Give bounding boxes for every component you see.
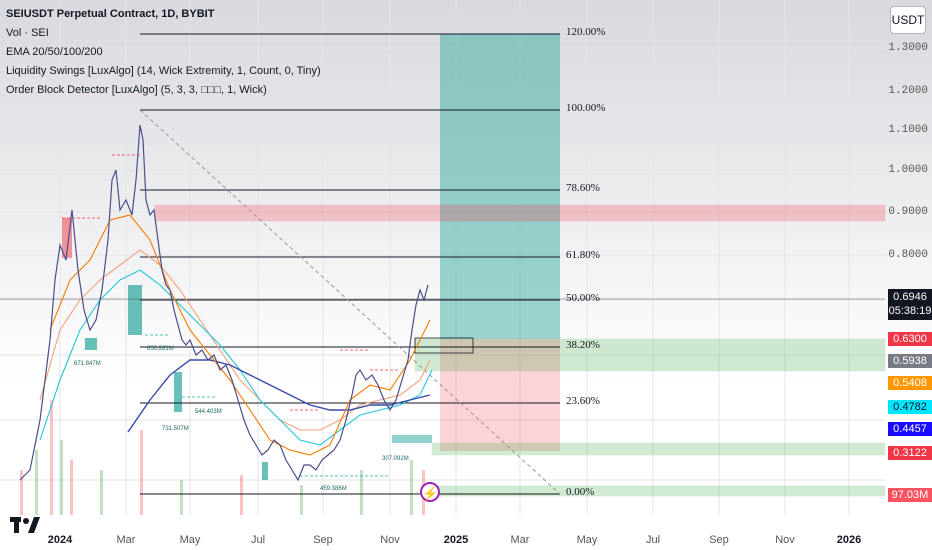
ema100-badge: 0.4457 — [888, 422, 932, 436]
fib-label-100: 100.00% — [566, 102, 606, 114]
indicator-ema[interactable]: EMA 20/50/100/200 — [6, 46, 103, 58]
price-badge-5938: 0.5938 — [888, 354, 932, 368]
ema20-badge: 0.5408 — [888, 376, 932, 390]
stop-zone — [440, 339, 560, 451]
target-zone — [440, 34, 560, 339]
time-tick: Jul — [645, 534, 661, 546]
lightning-alert-icon[interactable]: ⚡ — [420, 482, 440, 502]
price-line — [19, 124, 429, 482]
time-tick: 2025 — [443, 534, 469, 546]
ema200-badge: 0.3122 — [888, 446, 932, 460]
time-tick: Sep — [709, 534, 729, 546]
current-price-badge: 0.6946 05:38:19 — [888, 289, 932, 320]
volume-badge: 97.03M — [888, 488, 932, 502]
time-tick: 2026 — [836, 534, 862, 546]
time-tick: Sep — [313, 534, 333, 546]
current-price-value: 0.6946 — [893, 291, 927, 303]
annotation-1: 671.847M — [74, 361, 101, 367]
annotation-3: 731.507M — [162, 426, 189, 432]
annotation-6: 459.386M — [320, 486, 347, 492]
ema200-line — [39, 249, 431, 431]
bull-order-block-2 — [431, 442, 886, 456]
tradingview-logo-icon[interactable] — [10, 517, 40, 538]
fib-label-786: 78.60% — [566, 182, 600, 194]
time-tick: Mar — [116, 534, 136, 546]
time-tick: Nov — [775, 534, 795, 546]
price-tick: 1.0000 — [888, 164, 928, 176]
ema20-line — [49, 214, 431, 456]
annotation-2: 650.281M — [147, 346, 174, 352]
fib-label-236: 23.60% — [566, 395, 600, 407]
ema50-badge: 0.4782 — [888, 400, 932, 414]
bar-countdown: 05:38:19 — [888, 305, 932, 317]
fib-label-382: 38.20% — [566, 339, 600, 351]
bull-order-block-1 — [414, 338, 886, 372]
currency-button[interactable]: USDT — [890, 6, 926, 34]
time-tick: Mar — [510, 534, 530, 546]
symbol-title[interactable]: SEIUSDT Perpetual Contract, 1D, BYBIT — [6, 8, 215, 20]
indicator-liquidity-swings[interactable]: Liquidity Swings [LuxAlgo] (14, Wick Ext… — [6, 65, 321, 77]
price-tick: 0.9000 — [888, 206, 928, 218]
price-tick: 0.8000 — [888, 249, 928, 261]
ema100-line — [127, 359, 431, 433]
ema50-line — [39, 269, 433, 446]
chart-legend: SEIUSDT Perpetual Contract, 1D, BYBIT Vo… — [6, 5, 321, 100]
price-tick: 1.2000 — [888, 85, 928, 97]
fib-label-618: 61.80% — [566, 249, 600, 261]
time-tick: May — [179, 534, 201, 546]
time-tick: Jul — [250, 534, 266, 546]
fib-label-0: 0.00% — [566, 486, 595, 498]
annotation-5: 307.092M — [382, 456, 409, 462]
time-tick: 2024 — [47, 534, 73, 546]
price-tick: 1.3000 — [888, 42, 928, 54]
fib-label-50: 50.00% — [566, 292, 600, 304]
price-badge-630: 0.6300 — [888, 332, 932, 346]
volume-bars — [20, 400, 425, 515]
fib-label-120: 120.00% — [566, 26, 606, 38]
time-tick: Nov — [380, 534, 400, 546]
time-tick: May — [576, 534, 598, 546]
fib-lines — [0, 33, 885, 495]
annotation-4: 544.403M — [195, 409, 222, 415]
indicator-volume[interactable]: Vol · SEI — [6, 27, 49, 39]
bear-order-block — [154, 204, 886, 222]
price-tick: 1.1000 — [888, 124, 928, 136]
indicator-order-block[interactable]: Order Block Detector [LuxAlgo] (5, 3, 3,… — [6, 84, 267, 96]
